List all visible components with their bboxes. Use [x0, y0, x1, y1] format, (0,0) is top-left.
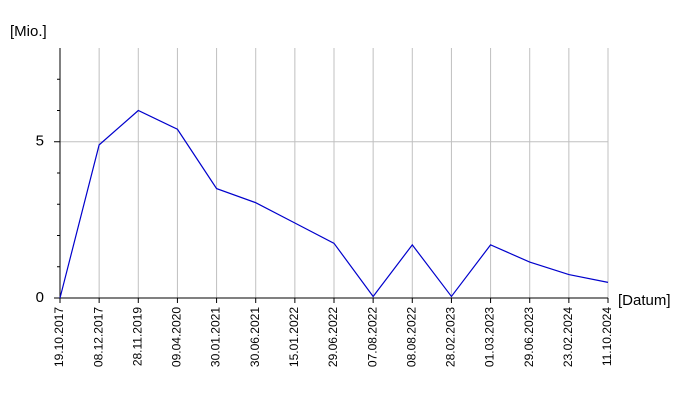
y-axis-label: [Mio.]: [10, 23, 47, 40]
y-tick-label: 0: [36, 289, 44, 306]
x-tick-label: 19.10.2017: [52, 307, 66, 367]
x-tick-label: 07.08.2022: [365, 307, 379, 367]
x-tick-label: 30.01.2021: [209, 307, 223, 367]
x-tick-label: 01.03.2023: [483, 307, 497, 367]
x-tick-label: 29.06.2023: [522, 307, 536, 367]
x-tick-label: 09.04.2020: [170, 307, 184, 367]
x-tick-label: 08.12.2017: [91, 307, 105, 367]
x-tick-label: 30.06.2021: [248, 307, 262, 367]
x-tick-label: 28.11.2019: [130, 307, 144, 366]
x-tick-label: 28.02.2023: [444, 307, 458, 367]
x-tick-label: 11.10.2024: [600, 307, 614, 366]
x-tick-label: 15.01.2022: [287, 307, 301, 367]
x-tick-label: 23.02.2024: [561, 307, 575, 367]
x-tick-label: 29.06.2022: [326, 307, 340, 367]
x-axis-label: [Datum]: [618, 292, 671, 309]
x-tick-label: 08.08.2022: [404, 307, 418, 367]
data-line: [59, 109, 609, 299]
y-tick-label: 5: [36, 133, 44, 150]
